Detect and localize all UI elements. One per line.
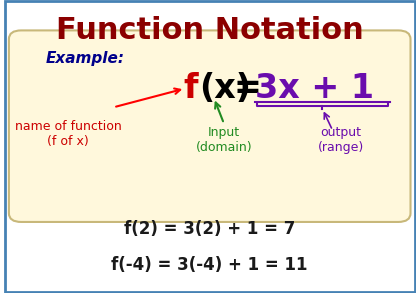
Text: name of function
(f of x): name of function (f of x) xyxy=(15,120,122,148)
Text: Function Notation: Function Notation xyxy=(56,16,364,45)
Text: =: = xyxy=(233,72,261,105)
Text: 3x + 1: 3x + 1 xyxy=(255,72,374,105)
Text: (x): (x) xyxy=(199,72,251,105)
FancyBboxPatch shape xyxy=(9,30,411,222)
Text: Input
(domain): Input (domain) xyxy=(196,126,253,154)
Text: f: f xyxy=(183,72,198,105)
Text: Example:: Example: xyxy=(46,51,125,66)
Text: output
(range): output (range) xyxy=(318,126,364,154)
FancyBboxPatch shape xyxy=(5,1,415,292)
Text: f(-4) = 3(-4) + 1 = 11: f(-4) = 3(-4) + 1 = 11 xyxy=(111,256,308,275)
Text: f(2) = 3(2) + 1 = 7: f(2) = 3(2) + 1 = 7 xyxy=(124,220,295,238)
